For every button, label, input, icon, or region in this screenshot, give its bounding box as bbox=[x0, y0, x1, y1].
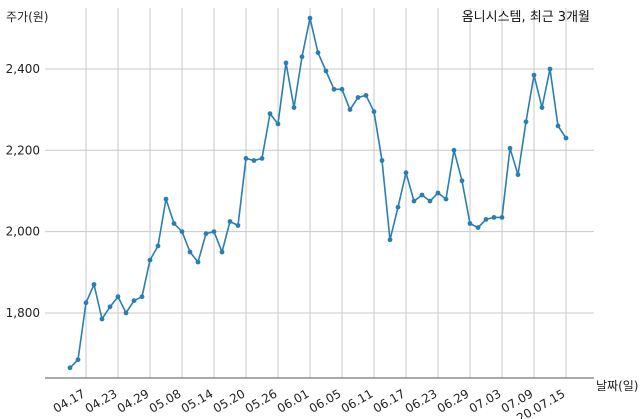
data-point-31 bbox=[315, 50, 321, 56]
x-tick-label-1: 04.23 bbox=[83, 386, 120, 415]
data-point-54 bbox=[499, 215, 505, 220]
data-point-7 bbox=[123, 310, 129, 316]
data-point-35 bbox=[347, 107, 353, 112]
data-point-27 bbox=[283, 60, 289, 66]
data-point-51 bbox=[475, 225, 481, 231]
x-tick-label-0: 04.17 bbox=[51, 386, 88, 415]
data-point-6 bbox=[115, 294, 121, 300]
data-point-55 bbox=[507, 145, 513, 151]
data-point-32 bbox=[323, 68, 329, 74]
data-point-9 bbox=[139, 294, 145, 300]
data-point-18 bbox=[211, 229, 217, 235]
x-axis-label: 날짜(일) bbox=[596, 379, 638, 393]
data-point-41 bbox=[395, 204, 401, 210]
x-tick-label-13: 07.03 bbox=[467, 386, 504, 415]
x-tick-labels: 04.1704.2304.2905.0805.1405.2005.2606.01… bbox=[51, 386, 568, 419]
x-tick-label-6: 05.26 bbox=[243, 386, 280, 415]
data-point-29 bbox=[299, 54, 305, 60]
data-point-20 bbox=[227, 219, 233, 224]
data-point-60 bbox=[547, 66, 553, 72]
grid-lines bbox=[45, 8, 594, 378]
data-point-15 bbox=[187, 249, 193, 255]
data-point-52 bbox=[483, 217, 489, 222]
data-point-38 bbox=[371, 109, 377, 115]
price-points bbox=[67, 15, 569, 371]
y-axis-label: 주가(원) bbox=[6, 10, 48, 24]
x-tick-label-3: 05.08 bbox=[147, 386, 184, 415]
data-point-22 bbox=[243, 156, 249, 161]
data-point-0 bbox=[67, 365, 73, 371]
data-point-4 bbox=[99, 316, 105, 322]
data-point-42 bbox=[403, 170, 409, 176]
data-point-24 bbox=[259, 156, 265, 161]
x-tick-label-2: 04.29 bbox=[115, 386, 152, 415]
data-point-48 bbox=[451, 147, 457, 153]
data-point-36 bbox=[355, 95, 361, 100]
data-point-10 bbox=[147, 257, 153, 263]
data-point-62 bbox=[563, 135, 569, 141]
data-point-26 bbox=[275, 121, 281, 127]
data-point-2 bbox=[83, 300, 89, 306]
y-tick-label-1: 2,000 bbox=[6, 225, 40, 239]
data-point-19 bbox=[219, 249, 225, 255]
data-point-43 bbox=[411, 198, 417, 204]
data-point-57 bbox=[523, 119, 529, 125]
chart-title: 옴니시스템, 최근 3개월 bbox=[462, 10, 590, 25]
x-tick-label-9: 06.11 bbox=[339, 386, 376, 415]
data-point-14 bbox=[179, 229, 185, 235]
data-point-44 bbox=[419, 192, 425, 198]
y-tick-label-3: 2,400 bbox=[6, 62, 40, 76]
y-tick-labels: 1,800 2,000 2,200 2,400 bbox=[6, 62, 40, 320]
data-point-47 bbox=[443, 196, 449, 202]
x-tick-label-11: 06.23 bbox=[403, 386, 440, 415]
data-point-21 bbox=[235, 223, 241, 228]
x-tick-label-5: 05.20 bbox=[211, 386, 248, 415]
data-point-40 bbox=[387, 237, 393, 243]
data-point-1 bbox=[75, 357, 81, 363]
data-point-50 bbox=[467, 221, 473, 226]
data-point-28 bbox=[291, 105, 297, 110]
price-series-line bbox=[69, 18, 567, 369]
y-tick-label-2: 2,200 bbox=[6, 143, 40, 157]
data-point-33 bbox=[331, 86, 337, 92]
x-tick-label-7: 06.01 bbox=[275, 386, 312, 415]
x-tick-label-12: 06.29 bbox=[435, 386, 472, 415]
data-point-61 bbox=[555, 123, 561, 129]
data-point-3 bbox=[91, 282, 97, 287]
data-point-16 bbox=[195, 259, 201, 265]
data-point-23 bbox=[251, 158, 257, 163]
data-point-37 bbox=[363, 93, 369, 98]
data-point-49 bbox=[459, 178, 465, 184]
data-point-5 bbox=[107, 304, 113, 310]
data-point-59 bbox=[539, 105, 545, 110]
data-point-53 bbox=[491, 215, 497, 220]
y-tick-label-0: 1,800 bbox=[6, 306, 40, 320]
data-point-17 bbox=[203, 231, 209, 237]
data-point-46 bbox=[435, 190, 441, 196]
data-point-8 bbox=[131, 298, 137, 304]
x-tick-label-10: 06.17 bbox=[371, 386, 408, 415]
data-point-25 bbox=[267, 111, 273, 117]
data-point-56 bbox=[515, 172, 521, 178]
data-point-30 bbox=[307, 15, 313, 21]
data-point-34 bbox=[339, 86, 345, 92]
x-tick-label-8: 06.05 bbox=[307, 386, 344, 415]
x-tick-label-4: 05.14 bbox=[179, 386, 216, 415]
data-point-39 bbox=[379, 158, 385, 163]
data-point-11 bbox=[155, 243, 161, 249]
data-point-58 bbox=[531, 72, 537, 78]
data-point-12 bbox=[163, 196, 169, 202]
data-point-13 bbox=[171, 221, 177, 226]
data-point-45 bbox=[427, 198, 433, 204]
